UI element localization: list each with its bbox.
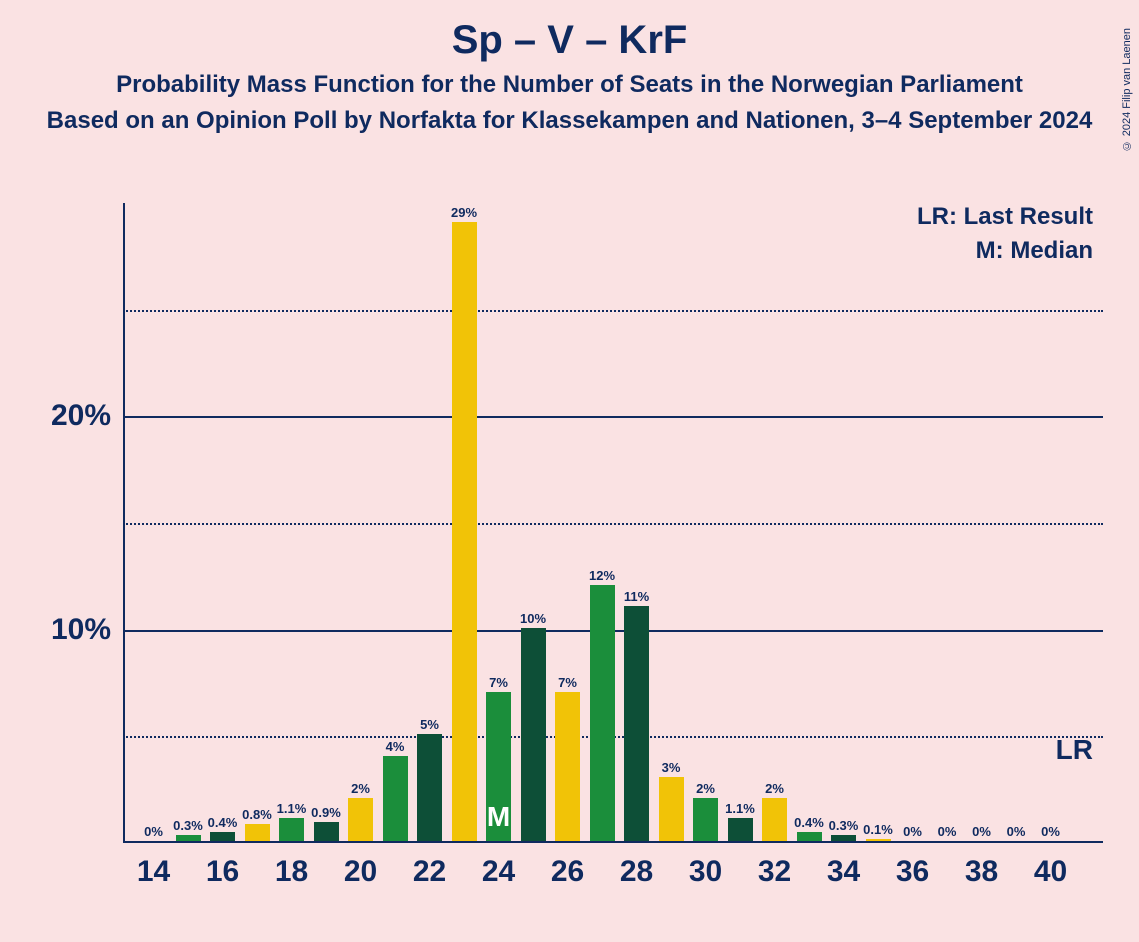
legend-lr: LR: Last Result xyxy=(917,203,1093,231)
bar: 1.1% xyxy=(279,818,304,841)
bar-label: 0% xyxy=(903,824,922,839)
bar: 3% xyxy=(659,777,684,841)
y-tick-label: 20% xyxy=(51,399,111,433)
bar: 5% xyxy=(417,734,442,841)
chart-area: LR: Last Result M: Median 10%20%0%0.3%0.… xyxy=(123,203,1103,843)
y-tick-label: 10% xyxy=(51,613,111,647)
page-title: Sp – V – KrF xyxy=(0,18,1139,63)
x-tick-label: 34 xyxy=(827,855,860,889)
bar-label: 11% xyxy=(624,589,649,604)
bar: 11% xyxy=(624,606,649,841)
bar: 0.3% xyxy=(831,835,856,841)
x-tick-label: 36 xyxy=(896,855,929,889)
bar-label: 0.9% xyxy=(311,805,341,820)
bar-label: 0.3% xyxy=(829,818,859,833)
bar-label: 0% xyxy=(938,824,957,839)
bar-label: 3% xyxy=(662,760,681,775)
x-tick-label: 20 xyxy=(344,855,377,889)
x-tick-label: 16 xyxy=(206,855,239,889)
bar: 12% xyxy=(590,585,615,841)
bar-label: 0.4% xyxy=(794,815,824,830)
bar: 0.3% xyxy=(176,835,201,841)
median-marker: M xyxy=(487,801,510,833)
bar: 7%M xyxy=(486,692,511,841)
bar-label: 0.1% xyxy=(863,822,893,837)
bar-label: 5% xyxy=(420,717,439,732)
bar: 4% xyxy=(383,756,408,841)
bar-label: 0% xyxy=(972,824,991,839)
bar-label: 0.4% xyxy=(208,815,238,830)
lr-marker: LR xyxy=(1056,734,1093,766)
bar: 0.1% xyxy=(866,839,891,841)
bar-label: 4% xyxy=(386,739,405,754)
bar-label: 0.8% xyxy=(242,807,272,822)
gridline-minor xyxy=(123,310,1103,312)
subtitle-1: Probability Mass Function for the Number… xyxy=(0,71,1139,99)
bar-label: 29% xyxy=(451,205,477,220)
legend-m: M: Median xyxy=(917,237,1093,265)
x-tick-label: 38 xyxy=(965,855,998,889)
bar: 0.4% xyxy=(210,832,235,841)
bar-label: 7% xyxy=(558,675,577,690)
bar: 0.9% xyxy=(314,822,339,841)
bar-label: 0% xyxy=(144,824,163,839)
bar-label: 10% xyxy=(520,611,546,626)
bar-label: 1.1% xyxy=(277,801,307,816)
copyright-text: © 2024 Filip van Laenen xyxy=(1121,28,1133,151)
bar: 0.4% xyxy=(797,832,822,841)
x-tick-label: 26 xyxy=(551,855,584,889)
bar-label: 1.1% xyxy=(725,801,755,816)
x-tick-label: 30 xyxy=(689,855,722,889)
x-tick-label: 28 xyxy=(620,855,653,889)
bar-label: 12% xyxy=(589,568,615,583)
bar-label: 2% xyxy=(765,781,784,796)
x-tick-label: 40 xyxy=(1034,855,1067,889)
bar: 2% xyxy=(762,798,787,841)
x-axis xyxy=(123,841,1103,843)
x-tick-label: 14 xyxy=(137,855,170,889)
bar-label: 7% xyxy=(489,675,508,690)
bar: 10% xyxy=(521,628,546,841)
x-tick-label: 32 xyxy=(758,855,791,889)
bar: 1.1% xyxy=(728,818,753,841)
x-tick-label: 24 xyxy=(482,855,515,889)
bar: 29% xyxy=(452,222,477,841)
bar-label: 2% xyxy=(351,781,370,796)
bar-label: 0.3% xyxy=(173,818,203,833)
subtitle-2: Based on an Opinion Poll by Norfakta for… xyxy=(0,107,1139,135)
gridline-major xyxy=(123,416,1103,418)
bar: 7% xyxy=(555,692,580,841)
legend: LR: Last Result M: Median xyxy=(917,203,1093,271)
x-tick-label: 18 xyxy=(275,855,308,889)
bar-label: 0% xyxy=(1041,824,1060,839)
gridline-minor xyxy=(123,523,1103,525)
bar-label: 0% xyxy=(1007,824,1026,839)
bar: 2% xyxy=(348,798,373,841)
bar-label: 2% xyxy=(696,781,715,796)
bar: 0.8% xyxy=(245,824,270,841)
x-tick-label: 22 xyxy=(413,855,446,889)
bar: 2% xyxy=(693,798,718,841)
